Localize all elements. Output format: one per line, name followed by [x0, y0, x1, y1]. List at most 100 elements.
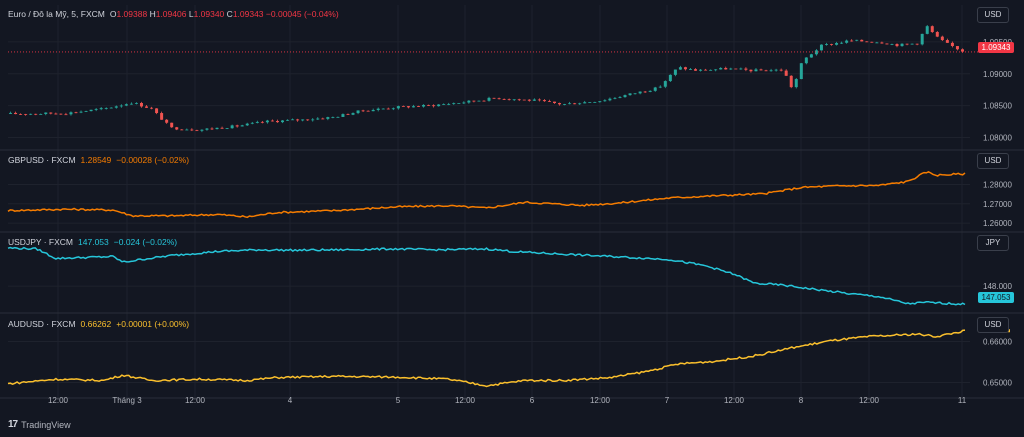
candle-body — [709, 69, 713, 71]
pane-legend-eurusd: Euro / Đô la Mỹ, 5, FXCM O1.09388 H1.094… — [8, 9, 339, 19]
candle-body — [235, 125, 239, 127]
candle-body — [411, 106, 415, 108]
candle-body — [694, 69, 698, 71]
candle-body — [109, 107, 113, 109]
candle-body — [739, 68, 743, 70]
candle-body — [145, 106, 149, 108]
candle-body — [396, 106, 400, 109]
candle-body — [210, 128, 214, 130]
candle-body — [870, 41, 874, 43]
candle-body — [422, 104, 426, 107]
candle-body — [134, 102, 138, 104]
candle-body — [44, 112, 48, 115]
pane-legend-audusd: AUDUSD · FXCM 0.66262 +0.00001 (+0.00%) — [8, 319, 189, 329]
candle-body — [417, 106, 421, 108]
candle-body — [220, 127, 224, 129]
legend-symbol: Euro / Đô la Mỹ, 5, FXCM — [8, 9, 105, 19]
candle-body — [880, 42, 884, 44]
legend-high: 1.09406 — [155, 9, 187, 19]
candle-body — [699, 69, 703, 71]
candle-body — [432, 105, 436, 107]
legend-last: 0.66262 — [80, 319, 112, 329]
legend-h-label: H — [149, 9, 156, 19]
y-tick-label: 1.08000 — [983, 133, 1012, 142]
last-price-tag-usdjpy: 147.053 — [978, 292, 1014, 303]
time-axis-label: 12:00 — [185, 396, 206, 405]
candle-body — [568, 103, 572, 105]
candle-body — [900, 43, 904, 47]
candle-body — [895, 44, 899, 47]
y-tick-label: 1.26000 — [983, 219, 1012, 228]
candle-body — [104, 108, 108, 109]
candle-body — [814, 50, 818, 55]
candle-body — [860, 39, 864, 42]
candle-body — [950, 42, 954, 47]
candle-body — [225, 128, 229, 130]
time-axis-label: 7 — [665, 396, 670, 405]
candle-body — [638, 91, 642, 94]
last-price-tag-eurusd: 1.09343 — [978, 42, 1014, 53]
candle-body — [316, 118, 320, 120]
currency-button-usd-3[interactable]: USD — [977, 317, 1009, 333]
candle-body — [240, 125, 244, 127]
legend-change: −0.00028 (−0.02%) — [116, 155, 190, 165]
candle-body — [940, 36, 944, 41]
legend-open: 1.09388 — [116, 9, 148, 19]
candle-body — [598, 101, 602, 103]
candle-body — [275, 121, 279, 123]
candle-body — [366, 110, 370, 112]
candle-body — [794, 79, 798, 88]
time-axis-label: 6 — [530, 396, 535, 405]
currency-button-jpy[interactable]: JPY — [977, 235, 1009, 251]
candle-body — [517, 99, 521, 101]
candle-body — [558, 103, 562, 105]
candle-body — [265, 120, 269, 123]
candle-body — [482, 100, 486, 102]
candle-body — [34, 113, 38, 115]
candle-body — [573, 103, 577, 105]
candle-body — [336, 116, 340, 118]
candle-body — [804, 57, 808, 64]
candle-body — [527, 99, 531, 101]
candle-body — [759, 69, 763, 71]
legend-change: −0.024 (−0.02%) — [113, 237, 178, 247]
candle-body — [321, 118, 325, 120]
candle-body — [890, 44, 894, 45]
candle-body — [296, 119, 300, 121]
candle-body — [361, 110, 365, 112]
legend-symbol: AUDUSD · FXCM — [8, 319, 76, 329]
candle-body — [386, 108, 390, 110]
currency-button-usd-1[interactable]: USD — [977, 7, 1009, 23]
candle-body — [960, 49, 964, 52]
candle-body — [457, 103, 461, 104]
candle-body — [245, 123, 249, 126]
time-axis-label: 12:00 — [859, 396, 880, 405]
legend-l-label: L — [188, 9, 194, 19]
candle-body — [376, 108, 380, 110]
candle-body — [351, 113, 355, 115]
candle-body — [165, 119, 169, 123]
tradingview-footer[interactable]: 17 TradingView — [8, 419, 71, 430]
candle-body — [840, 42, 844, 44]
candle-body — [618, 97, 622, 98]
candle-body — [180, 129, 184, 131]
candle-body — [547, 101, 551, 102]
candle-body — [39, 114, 43, 115]
candle-body — [688, 69, 692, 70]
candle-body — [824, 44, 828, 45]
time-axis-label: 12:00 — [48, 396, 69, 405]
currency-button-usd-2[interactable]: USD — [977, 153, 1009, 169]
candle-body — [830, 44, 834, 45]
candle-body — [49, 112, 53, 114]
candle-body — [406, 106, 410, 108]
candle-body — [799, 63, 803, 80]
candle-body — [945, 40, 949, 43]
candle-body — [114, 106, 118, 108]
candle-body — [119, 105, 123, 107]
y-tick-label: 0.65000 — [983, 378, 1012, 387]
candle-body — [59, 113, 63, 115]
candle-body — [593, 102, 597, 103]
candle-body — [673, 69, 677, 75]
